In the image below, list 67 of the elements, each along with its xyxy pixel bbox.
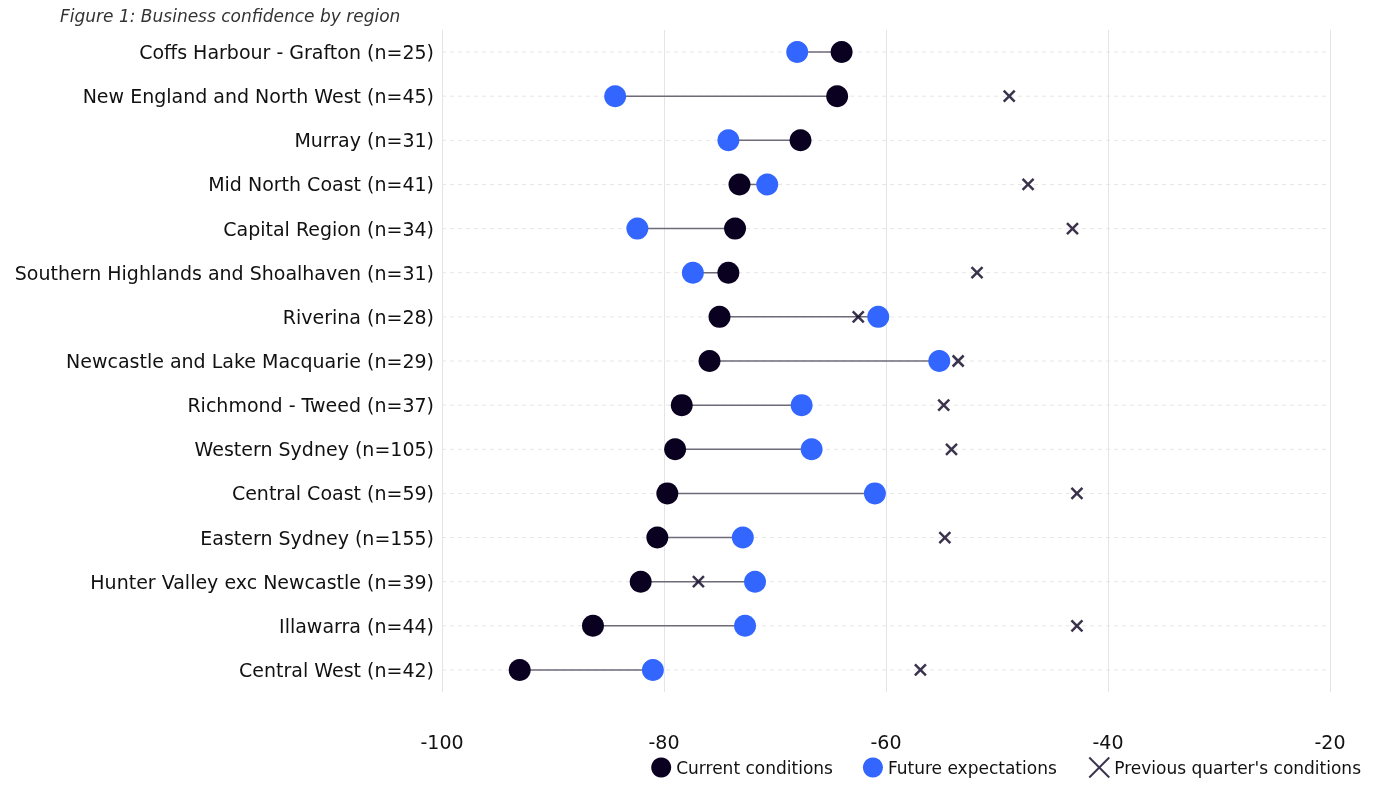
point: [944, 442, 959, 457]
point: [826, 85, 849, 108]
point: [1070, 619, 1084, 633]
point: [724, 217, 747, 240]
x-tick-label: -80: [648, 730, 680, 753]
x-tick-label: -100: [420, 730, 464, 753]
point: [681, 261, 704, 284]
legend-label: Current conditions: [676, 757, 834, 778]
point: [800, 438, 823, 461]
point: [830, 41, 853, 64]
x-tick-label: -40: [1092, 730, 1124, 753]
point: [626, 217, 649, 240]
y-tick-label: Western Sydney (n=105): [194, 438, 434, 461]
point: [641, 658, 664, 681]
point: [1070, 486, 1084, 501]
y-tick-label: Murray (n=31): [294, 129, 434, 152]
y-tick-label: Illawarra (n=44): [279, 614, 434, 637]
point: [508, 658, 531, 681]
y-tick-label: Southern Highlands and Shoalhaven (n=31): [14, 261, 434, 284]
point: [1065, 221, 1080, 236]
point: [790, 394, 813, 417]
legend-label: Previous quarter's conditions: [1114, 757, 1362, 778]
point: [604, 85, 627, 108]
y-tick-label: Mid North Coast (n=41): [208, 173, 434, 196]
point: [1002, 89, 1016, 103]
legend-label: Future expectations: [887, 757, 1057, 778]
text: Figure 1: Business confidence by region: [60, 5, 401, 26]
point: [744, 570, 767, 593]
point: [851, 310, 865, 324]
point: [867, 305, 890, 328]
point: [691, 574, 706, 589]
point: [656, 482, 679, 505]
point: [970, 265, 984, 280]
point: [913, 663, 928, 677]
point: [951, 354, 965, 368]
y-tick-label: Central Coast (n=59): [231, 482, 434, 505]
point: [717, 261, 740, 284]
point: [1021, 177, 1035, 192]
point: [717, 129, 740, 152]
y-tick-label: Hunter Valley exc Newcastle (n=39): [90, 570, 434, 593]
y-tick-label: Eastern Sydney (n=155): [200, 526, 434, 549]
y-tick-label: Newcastle and Lake Macquarie (n=29): [66, 350, 434, 372]
y-tick-label: New England and North West (n=45): [82, 85, 434, 108]
point: [734, 614, 757, 637]
point: [789, 129, 812, 152]
point: [581, 614, 604, 637]
point: [728, 173, 751, 196]
y-tick-label: Riverina (n=28): [282, 305, 434, 328]
point: [936, 398, 951, 412]
point: [670, 394, 693, 417]
x-tick-label: -60: [870, 730, 902, 753]
point: [756, 173, 779, 196]
point: [698, 350, 721, 372]
point: [786, 41, 809, 64]
y-tick-label: Central West (n=42): [239, 658, 434, 681]
point: [928, 350, 951, 372]
point: [646, 526, 669, 549]
y-tick-label: Capital Region (n=34): [223, 217, 434, 240]
point: [731, 526, 754, 549]
point: [664, 438, 687, 461]
point: [708, 305, 731, 328]
point: [629, 570, 652, 593]
y-tick-label: Coffs Harbour - Grafton (n=25): [139, 41, 434, 64]
point: [938, 530, 952, 545]
point: [863, 482, 886, 505]
y-tick-label: Richmond - Tweed (n=37): [187, 394, 434, 417]
x-tick-label: -20: [1314, 730, 1346, 753]
